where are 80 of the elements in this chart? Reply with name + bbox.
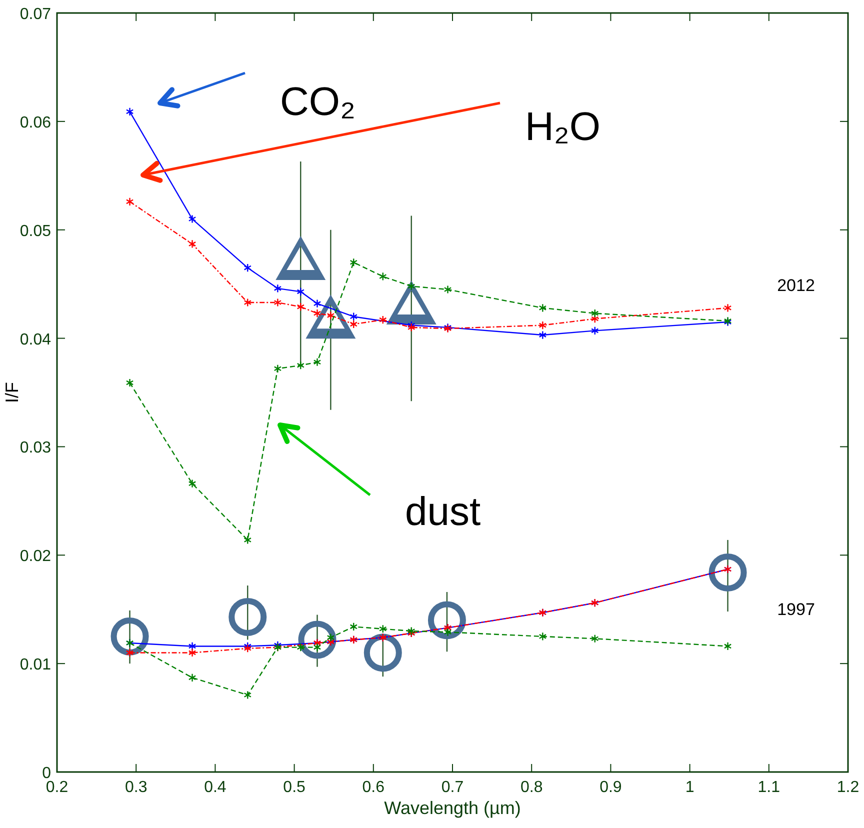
point bbox=[407, 323, 416, 332]
point bbox=[590, 634, 599, 644]
point bbox=[296, 642, 305, 652]
y-axis-title: I/F bbox=[2, 382, 22, 403]
point bbox=[350, 312, 358, 321]
annotation: CO₂ bbox=[280, 80, 356, 124]
x-tick-label: 0.8 bbox=[520, 779, 543, 796]
y-tick-label: 0.04 bbox=[20, 331, 52, 348]
point bbox=[386, 280, 436, 325]
point bbox=[188, 642, 196, 651]
point bbox=[538, 304, 547, 312]
x-tick-label: 0.3 bbox=[124, 779, 148, 796]
x-tick-label: 0.6 bbox=[362, 779, 385, 796]
point bbox=[724, 642, 732, 651]
point bbox=[407, 282, 416, 291]
y-tick-label: 0 bbox=[42, 765, 52, 782]
point bbox=[407, 320, 416, 330]
point bbox=[538, 632, 547, 641]
x-tick-label: 0.4 bbox=[204, 779, 226, 796]
point bbox=[244, 263, 252, 272]
point bbox=[296, 287, 305, 296]
point bbox=[444, 628, 452, 637]
point bbox=[188, 479, 196, 488]
annotation: dust bbox=[405, 490, 481, 534]
point bbox=[379, 315, 387, 324]
annotation: 1997 bbox=[777, 600, 815, 619]
point bbox=[313, 308, 322, 318]
point bbox=[350, 320, 358, 329]
point bbox=[313, 299, 322, 308]
point bbox=[590, 308, 599, 318]
point bbox=[126, 197, 134, 206]
x-axis-title: Wavelength (µm) bbox=[384, 798, 521, 818]
point bbox=[274, 364, 282, 374]
y-tick-label: 0.06 bbox=[20, 114, 52, 132]
x-tick-label: 1 bbox=[685, 779, 694, 796]
point bbox=[244, 690, 252, 700]
point bbox=[350, 622, 358, 632]
y-tick-label: 0.02 bbox=[20, 548, 52, 566]
point bbox=[538, 330, 547, 340]
x-tick-label: 1.2 bbox=[836, 779, 860, 796]
point bbox=[538, 320, 547, 330]
x-tick-label: 0.2 bbox=[46, 779, 68, 796]
point bbox=[379, 624, 387, 634]
point bbox=[274, 284, 282, 293]
point bbox=[188, 240, 196, 248]
point bbox=[326, 633, 335, 642]
x-tick-label: 1.1 bbox=[758, 779, 780, 796]
point bbox=[313, 358, 322, 367]
y-tick-label: 0.07 bbox=[20, 6, 52, 23]
point bbox=[590, 314, 599, 324]
point bbox=[188, 214, 196, 224]
annotation: 2012 bbox=[777, 276, 815, 295]
x-tick-label: 0.9 bbox=[600, 779, 622, 796]
annotation: H₂O bbox=[525, 105, 601, 149]
point bbox=[296, 302, 305, 312]
point bbox=[110, 617, 149, 656]
point bbox=[126, 107, 134, 116]
y-tick-label: 0.01 bbox=[20, 656, 52, 674]
point bbox=[244, 298, 252, 307]
point bbox=[724, 304, 732, 312]
point bbox=[313, 642, 322, 652]
point bbox=[326, 311, 335, 320]
x-tick-label: 0.5 bbox=[283, 779, 306, 796]
point bbox=[444, 285, 452, 294]
point bbox=[708, 553, 747, 592]
y-tick-label: 0.05 bbox=[20, 222, 52, 240]
y-tick-label: 0.03 bbox=[20, 440, 52, 457]
point bbox=[126, 378, 134, 388]
point bbox=[407, 626, 416, 636]
x-tick-label: 0.7 bbox=[441, 779, 464, 796]
point bbox=[188, 673, 196, 682]
point bbox=[274, 298, 282, 307]
point bbox=[228, 598, 267, 636]
point bbox=[296, 361, 305, 370]
point bbox=[244, 536, 252, 544]
point bbox=[590, 326, 599, 336]
point bbox=[350, 258, 358, 267]
point bbox=[428, 601, 466, 640]
point bbox=[379, 272, 387, 281]
point bbox=[244, 642, 252, 651]
